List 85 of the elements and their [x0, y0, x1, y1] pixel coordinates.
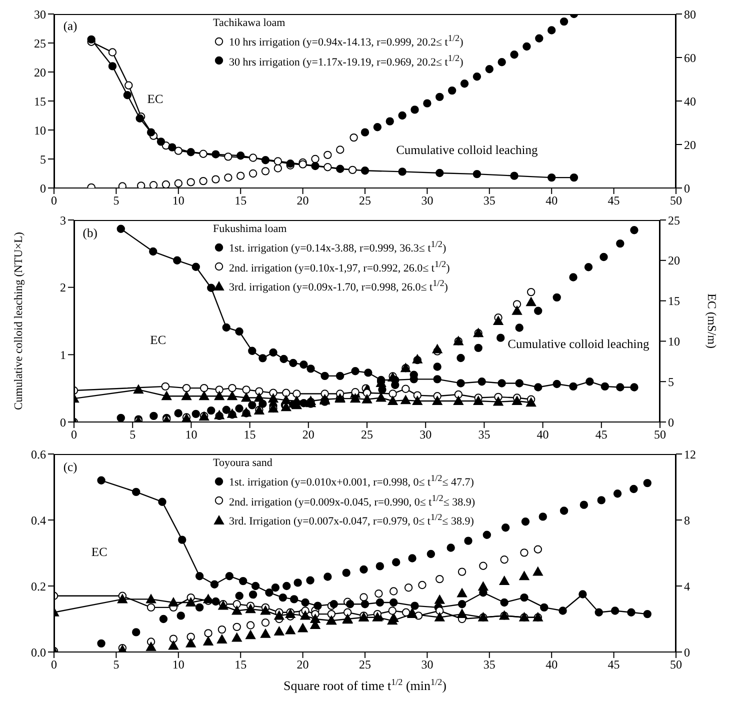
legend-label: 3rd. Irrigation (y=0.007x-0.047, r=0.979, 0≤ t$^{1/2}$≤ 38.9)	[229, 511, 474, 530]
y-tick-label: 1	[60, 348, 66, 362]
x-tick-label: 10	[172, 658, 184, 672]
annotation: EC	[91, 545, 108, 560]
x-tick-label: 25	[359, 658, 371, 672]
y2-tick-label: 0	[684, 181, 690, 196]
annotation: EC	[150, 333, 166, 348]
y-tick-label: 0	[60, 415, 66, 430]
y2-tick-label: 0	[684, 645, 690, 660]
x-tick-label: 40	[536, 428, 549, 442]
y-tick-label: 0.2	[31, 579, 46, 594]
x-tick-label: 50	[654, 428, 666, 442]
x-tick-label: 50	[670, 658, 682, 672]
x-tick-label: 20	[302, 428, 314, 442]
y-tick-label: 25	[34, 36, 46, 50]
y2-tick-label: 10	[668, 334, 680, 348]
legend-label: 2nd. irrigation (y=0.009x-0.045, r=0.990, 0≤ t$^{1/2}$≤ 38.9)	[229, 492, 476, 510]
y-tick-label: 2	[60, 280, 66, 295]
annotation: (c)	[63, 460, 78, 475]
x-tick-label: 45	[608, 658, 620, 672]
annotation: Cumulative colloid leaching	[396, 142, 538, 158]
x-tick-label: 20	[296, 658, 309, 672]
annotation: (a)	[63, 19, 78, 34]
y2-tick-label: 60	[684, 50, 696, 65]
x-tick-label: 0	[51, 194, 57, 208]
y-tick-label: 15	[34, 94, 46, 108]
x-tick-label: 5	[113, 194, 120, 208]
x-tick-label: 10	[172, 194, 184, 208]
x-tick-label: 25	[361, 428, 373, 442]
x-tick-label: 25	[359, 194, 371, 208]
y-tick-label: 5	[40, 152, 46, 166]
x-tick-label: 50	[670, 194, 682, 208]
y-tick-label: 0.0	[31, 645, 46, 660]
x-tick-label: 35	[483, 658, 496, 672]
y2-tick-label: 12	[684, 447, 696, 462]
x-tick-label: 20	[296, 194, 309, 208]
x-tick-label: 0	[71, 428, 77, 442]
x-tick-label: 15	[244, 428, 256, 442]
x-tick-label: 45	[608, 194, 620, 208]
y2-tick-label: 5	[668, 374, 674, 389]
y-tick-label: 20	[34, 65, 46, 80]
y-tick-label: 30	[34, 7, 46, 22]
legend-label: 10 hrs irrigation (y=0.94x-14.13, r=0.999, 20.2≤ t$^{1/2}$)	[229, 32, 464, 51]
x-tick-label: 45	[595, 428, 608, 442]
y2-tick-label: 4	[684, 579, 690, 594]
y-tick-label: 3	[60, 213, 66, 228]
y-axis-title: Cumulative colloid leaching (NTU×L)	[13, 232, 25, 410]
x-tick-label: 10	[185, 428, 198, 442]
x-tick-label: 15	[234, 658, 247, 672]
y-tick-label: 0.4	[31, 513, 46, 528]
y2-tick-label: 80	[684, 7, 696, 22]
x-tick-label: 30	[420, 428, 432, 442]
x-tick-label: 40	[546, 658, 558, 672]
x-tick-label: 5	[130, 428, 136, 442]
x-tick-label: 30	[421, 658, 434, 672]
x-tick-label: 35	[483, 194, 496, 208]
legend-title: Fukushima loam	[213, 222, 288, 237]
y2-tick-label: 40	[684, 94, 696, 108]
annotation: (b)	[82, 226, 98, 242]
legend-label: 3rd. irrigation (y=0.09x-1.70, r=0.998, 26.0≤ t$^{1/2}$)	[229, 277, 448, 296]
legend-label: 1st. irrigation (y=0.14x-3.88, r=0.999, 36.3≤ t$^{1/2}$)	[229, 238, 446, 257]
y2-tick-label: 8	[684, 513, 690, 528]
y2-tick-label: 0	[668, 415, 674, 430]
y2-axis-title: EC (mS/m)	[705, 293, 719, 349]
x-tick-label: 0	[51, 658, 57, 672]
y-tick-label: 0	[40, 181, 46, 196]
y-tick-label: 10	[34, 123, 46, 138]
x-tick-label: 5	[113, 658, 120, 672]
annotation: Cumulative colloid leaching	[508, 337, 650, 352]
legend-title: Tachikawa loam	[213, 16, 286, 31]
y2-tick-label: 25	[668, 213, 680, 228]
y2-tick-label: 20	[668, 254, 680, 268]
x-tick-label: 15	[234, 194, 247, 208]
annotation: EC	[147, 92, 164, 108]
legend-label: 30 hrs irrigation (y=1.17x-19.19, r=0.969, 20.2≤ t$^{1/2}$)	[229, 52, 464, 70]
y2-tick-label: 15	[668, 294, 680, 308]
legend-label: 1st. irrigation (y=0.010x+0.001, r=0.998, 0≤ t$^{1/2}$≤ 47.7)	[229, 472, 474, 491]
x-tick-label: 35	[478, 428, 490, 442]
y-tick-label: 0.6	[31, 447, 46, 462]
x-axis-title: Square root of time t$^{1/2}$ (min$^{1/2}$)	[284, 677, 446, 693]
x-tick-label: 30	[421, 194, 434, 208]
legend-label: 2nd. irrigation (y=0.10x-1,97, r=0.992, 26.0≤ t$^{1/2}$)	[229, 258, 450, 276]
x-tick-label: 40	[546, 194, 558, 208]
y2-tick-label: 20	[684, 138, 696, 152]
legend-title: Toyoura sand	[213, 456, 274, 471]
